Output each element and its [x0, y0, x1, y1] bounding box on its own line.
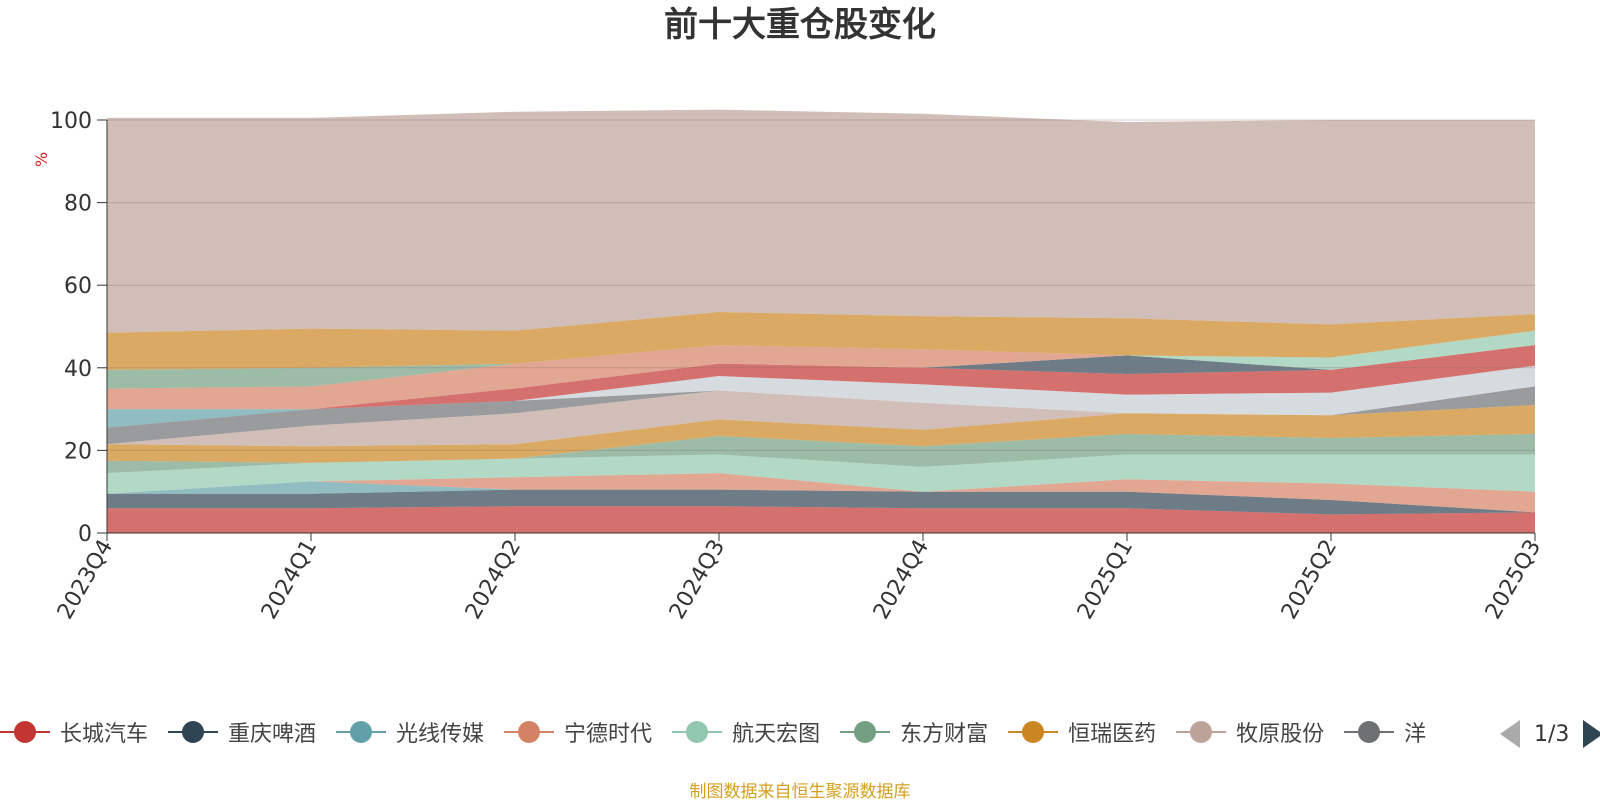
x-tick-label: 2024Q2 [461, 536, 526, 624]
legend-marker-icon [504, 721, 554, 743]
legend-pager: 1/3 [1500, 716, 1600, 752]
legend-item[interactable]: 重庆啤酒 [168, 710, 316, 754]
legend-item[interactable]: 光线传媒 [336, 710, 484, 754]
legend-marker-icon [672, 721, 722, 743]
legend-item[interactable]: 恒瑞医药 [1008, 710, 1156, 754]
legend-label: 长城汽车 [60, 716, 148, 748]
legend-label: 恒瑞医药 [1068, 716, 1156, 748]
legend: 长城汽车 重庆啤酒 光线传媒 宁德时代 航天宏图 东方财富 恒瑞医药 牧原股份 洋 [0, 710, 1485, 754]
legend-marker-icon [1176, 721, 1226, 743]
legend-marker-icon [336, 721, 386, 743]
legend-item[interactable]: 航天宏图 [672, 710, 820, 754]
legend-label: 洋 [1404, 716, 1426, 748]
area-series-17 [107, 110, 1535, 333]
y-tick-label: 20 [64, 439, 92, 464]
legend-label: 东方财富 [900, 716, 988, 748]
legend-item[interactable]: 洋 [1344, 710, 1426, 754]
x-tick-label: 2024Q1 [257, 536, 322, 624]
legend-prev-page-icon[interactable] [1500, 720, 1520, 748]
y-tick-label: 80 [64, 192, 92, 217]
legend-row: 长城汽车 重庆啤酒 光线传媒 宁德时代 航天宏图 东方财富 恒瑞医药 牧原股份 洋 [0, 710, 1446, 754]
legend-marker-icon [1344, 721, 1394, 743]
legend-marker-icon [168, 721, 218, 743]
y-tick-label: 0 [78, 522, 92, 547]
source-note: 制图数据来自恒生聚源数据库 [0, 777, 1600, 802]
legend-item[interactable]: 东方财富 [840, 710, 988, 754]
x-tick-label: 2024Q3 [665, 536, 730, 624]
x-tick-label: 2023Q4 [53, 536, 118, 624]
x-tick-label: 2025Q1 [1073, 536, 1138, 624]
x-tick-label: 2025Q2 [1277, 536, 1342, 624]
y-tick-label: 60 [64, 274, 92, 299]
x-tick-label: 2025Q3 [1481, 536, 1546, 624]
legend-marker-icon [840, 721, 890, 743]
legend-marker-icon [0, 721, 50, 743]
x-tick-label: 2024Q4 [869, 536, 934, 624]
legend-label: 光线传媒 [396, 716, 484, 748]
y-axis-label: % [32, 152, 51, 167]
legend-item[interactable]: 宁德时代 [504, 710, 652, 754]
legend-next-page-icon[interactable] [1583, 720, 1600, 748]
legend-label: 宁德时代 [564, 716, 652, 748]
legend-label: 牧原股份 [1236, 716, 1324, 748]
legend-item[interactable]: 长城汽车 [0, 710, 148, 754]
legend-page-indicator: 1/3 [1534, 722, 1569, 747]
legend-marker-icon [1008, 721, 1058, 743]
legend-label: 航天宏图 [732, 716, 820, 748]
y-tick-label: 100 [50, 109, 92, 134]
legend-item[interactable]: 牧原股份 [1176, 710, 1324, 754]
y-tick-label: 40 [64, 357, 92, 382]
legend-label: 重庆啤酒 [228, 716, 316, 748]
